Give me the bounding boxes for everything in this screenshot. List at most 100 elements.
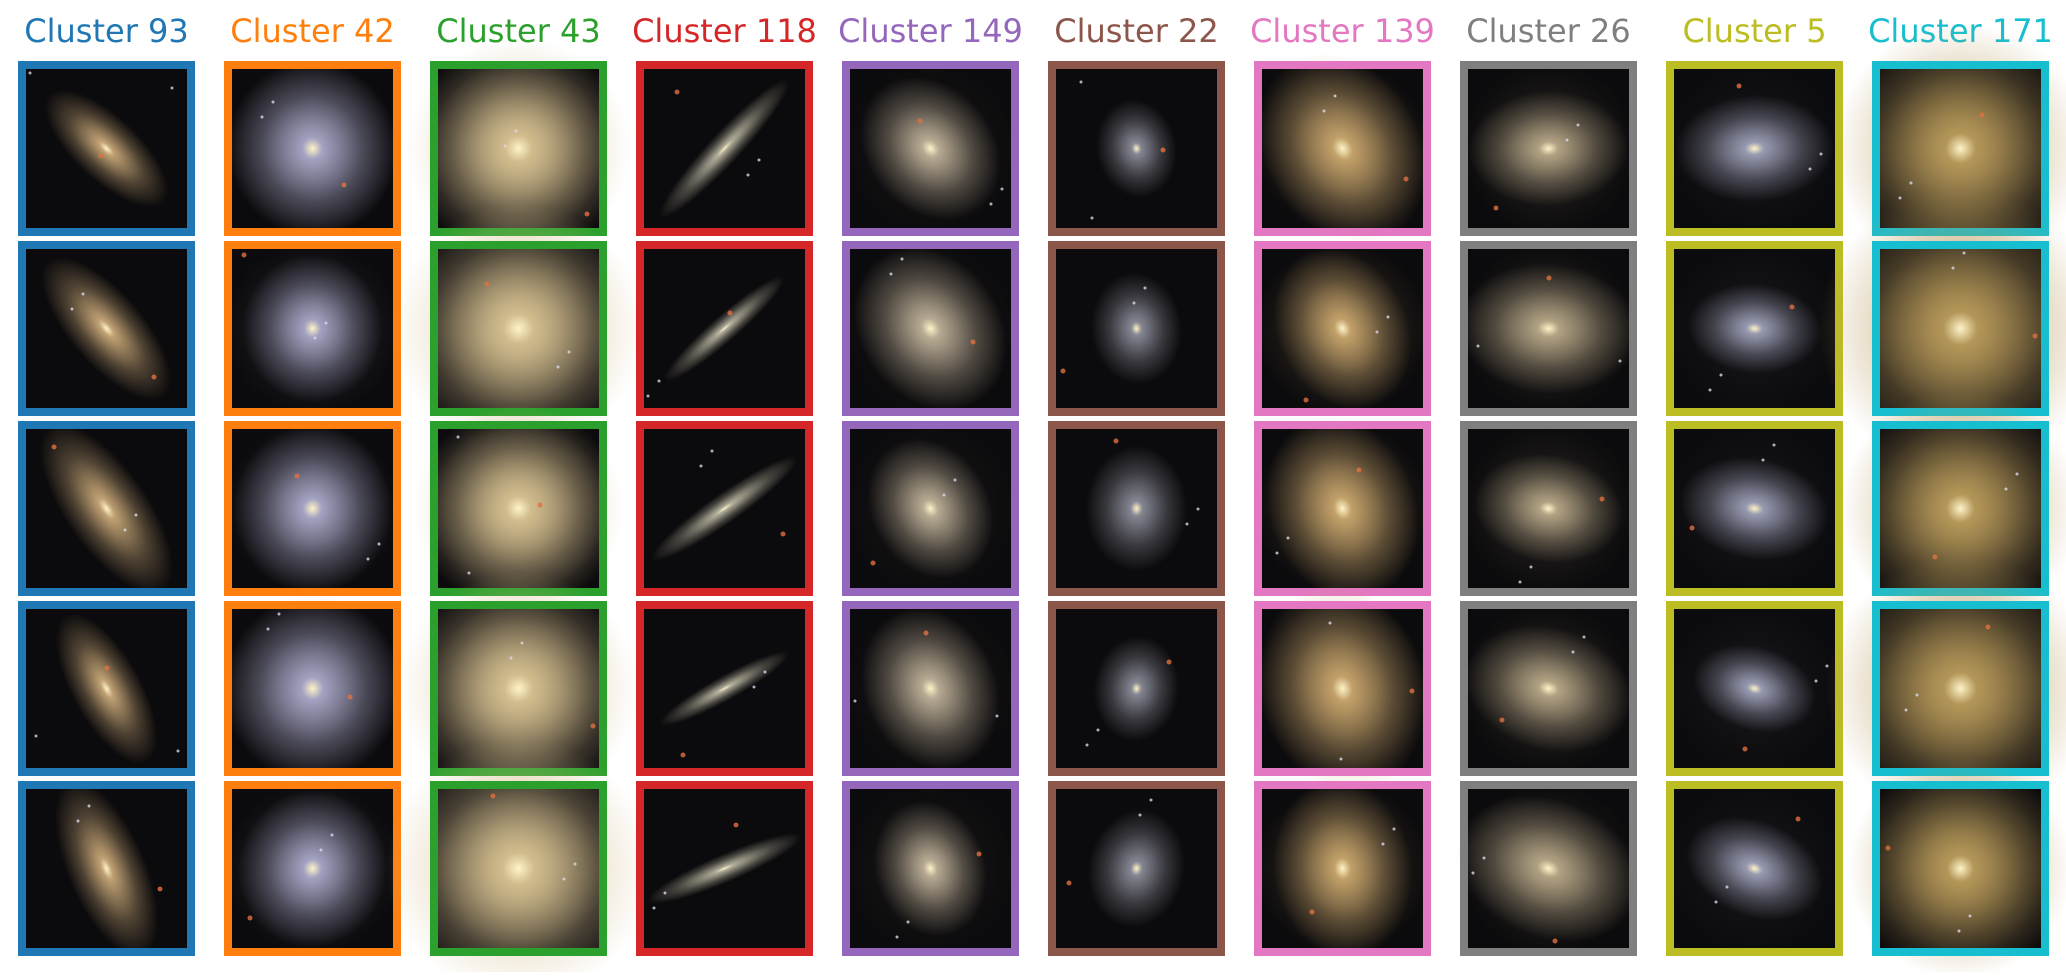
- star: [330, 833, 334, 837]
- star: [1309, 909, 1315, 915]
- cutout-border: [18, 241, 195, 416]
- galaxy: [867, 438, 994, 579]
- galaxy: [228, 59, 397, 238]
- panel-title: Cluster 118: [632, 12, 817, 50]
- star: [1898, 196, 1902, 200]
- star: [341, 182, 347, 188]
- star: [652, 906, 656, 910]
- star: [123, 528, 127, 532]
- galaxy: [659, 78, 790, 219]
- cutout-border: [18, 61, 195, 236]
- cutout-border: [842, 241, 1019, 416]
- galaxy-cutout: [1048, 61, 1225, 236]
- galaxy-cutout: [1254, 779, 1431, 958]
- star: [1808, 167, 1812, 171]
- galaxy: [1458, 263, 1639, 394]
- panel-title: Cluster 26: [1466, 12, 1630, 50]
- star: [87, 804, 91, 808]
- star: [1476, 344, 1480, 348]
- panel-title: Cluster 5: [1682, 12, 1826, 50]
- star: [1000, 187, 1004, 191]
- star: [1546, 275, 1552, 281]
- cutout-border: [224, 421, 401, 596]
- star: [1795, 816, 1801, 822]
- star: [1772, 443, 1776, 447]
- star: [1066, 880, 1072, 886]
- star: [260, 115, 264, 119]
- cutout-border: [636, 241, 813, 416]
- cutout-border: [1048, 241, 1225, 416]
- star: [752, 685, 756, 689]
- star: [995, 714, 999, 718]
- star: [1736, 83, 1742, 89]
- galaxy: [1257, 53, 1428, 244]
- galaxy-cutout: [1460, 61, 1637, 236]
- star: [953, 478, 957, 482]
- galaxy-cutout: [636, 781, 813, 956]
- galaxy-cutout: [224, 59, 401, 238]
- star: [1599, 496, 1605, 502]
- galaxy: [1825, 554, 2066, 823]
- galaxy-cutout: [1456, 781, 1641, 956]
- star: [1160, 147, 1166, 153]
- star: [247, 915, 253, 921]
- cutout-border: [842, 421, 1019, 596]
- galaxy-cutout: [1817, 187, 2066, 470]
- star: [757, 158, 761, 162]
- star: [1742, 746, 1748, 752]
- cutout-border: [1254, 241, 1431, 416]
- galaxy-cutout: [1048, 241, 1225, 416]
- star: [780, 531, 786, 537]
- galaxy: [1258, 583, 1427, 794]
- galaxy: [1456, 795, 1641, 942]
- star: [1576, 123, 1580, 127]
- star: [134, 513, 138, 517]
- star: [366, 557, 370, 561]
- galaxy: [861, 607, 1000, 770]
- galaxy-cutout: [18, 421, 195, 596]
- star: [1582, 635, 1586, 639]
- star: [1303, 397, 1309, 403]
- galaxy-cutout: [1460, 421, 1637, 596]
- galaxy: [237, 789, 388, 948]
- galaxy-cutout: [18, 779, 195, 958]
- galaxy-cutout: [413, 405, 624, 612]
- star: [490, 793, 496, 799]
- star: [1322, 109, 1326, 113]
- star: [1409, 688, 1415, 694]
- star: [1113, 438, 1119, 444]
- star: [1143, 286, 1147, 290]
- star: [51, 444, 57, 450]
- star: [98, 153, 104, 159]
- galaxy: [1468, 90, 1629, 207]
- cutout-border: [1254, 601, 1431, 776]
- galaxy-cutout: [392, 203, 645, 454]
- galaxy: [1680, 457, 1829, 560]
- cutout-border: [1666, 421, 1843, 596]
- star: [1552, 938, 1558, 944]
- star: [277, 612, 281, 616]
- star: [1392, 827, 1396, 831]
- cutout-border: [1048, 601, 1225, 776]
- star: [895, 935, 899, 939]
- galaxy: [1272, 779, 1413, 958]
- star: [1132, 301, 1136, 305]
- galaxy-cutout: [1666, 781, 1843, 956]
- galaxy-cutout: [1254, 53, 1431, 244]
- star: [1138, 813, 1142, 817]
- cutout-border: [1048, 781, 1225, 956]
- cutout-border: [636, 781, 813, 956]
- panel-title: Cluster 149: [838, 12, 1023, 50]
- star: [1096, 728, 1100, 732]
- galaxy: [392, 203, 645, 454]
- galaxy-cutout: [636, 601, 813, 776]
- galaxy-cutout: [1048, 421, 1225, 596]
- star: [2015, 472, 2019, 476]
- star: [976, 851, 982, 857]
- star: [1761, 458, 1765, 462]
- star: [1957, 929, 1961, 933]
- star: [514, 129, 518, 133]
- star: [1618, 359, 1622, 363]
- panel-title: Cluster 93: [24, 12, 188, 50]
